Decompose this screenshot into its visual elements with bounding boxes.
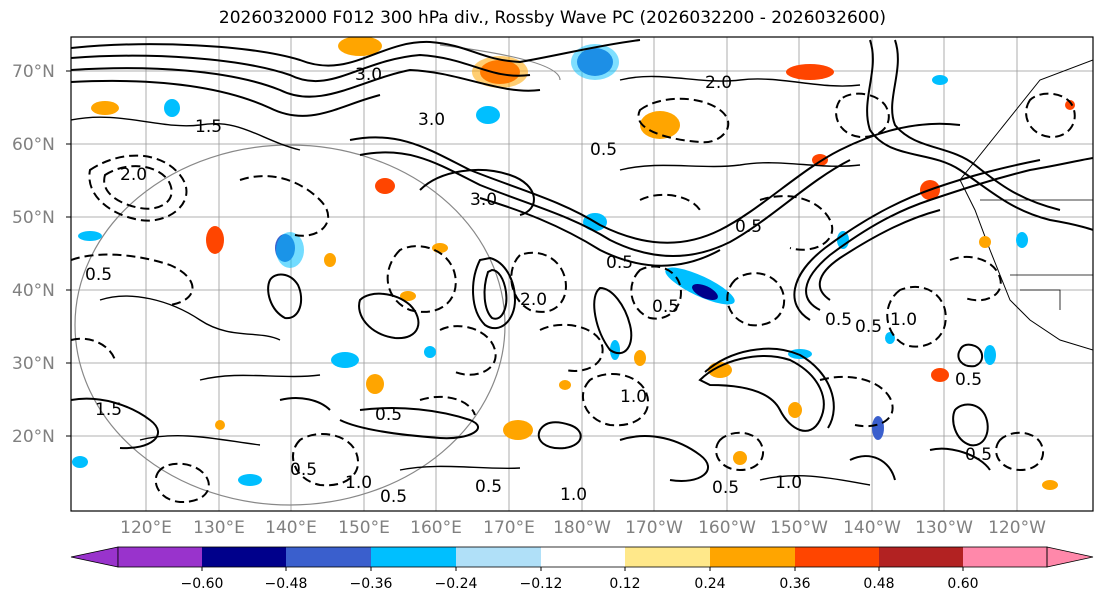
lat-label-40n: 40°N <box>12 281 55 301</box>
lon-label-180w: 180°W <box>553 518 611 538</box>
contour-label: 0.5 <box>290 460 317 480</box>
contour-label: 0.5 <box>965 445 992 465</box>
contour-label: 0.5 <box>735 217 762 237</box>
contour-label: 1.0 <box>345 473 372 493</box>
graticule <box>71 37 1093 511</box>
lon-label-150e: 150°E <box>338 518 390 538</box>
colorbar-bin <box>371 547 456 567</box>
contour-label: 2.0 <box>120 165 147 185</box>
contour-label: 3.0 <box>418 110 445 130</box>
state-boundary <box>980 199 1093 310</box>
contour-label: 2.0 <box>520 290 547 310</box>
contour-label: 0.5 <box>606 253 633 273</box>
contour-labels: 3.0 3.0 2.0 1.5 0.5 0.5 0.5 0.5 0.5 0.5 … <box>85 65 992 507</box>
contour-label: 2.0 <box>705 73 732 93</box>
colorbar-bin <box>795 547 879 567</box>
contour-label: 0.5 <box>855 317 882 337</box>
contour-label: 1.0 <box>560 485 587 505</box>
colorbar-high-extend <box>1046 546 1094 568</box>
colorbar-bin <box>963 547 1047 567</box>
colorbar-tick-2: −0.48 <box>264 576 308 592</box>
contour-label: 0.5 <box>590 140 617 160</box>
contour-label: 0.5 <box>712 478 739 498</box>
contour-label: 1.5 <box>95 400 122 420</box>
contour-label: 0.5 <box>652 297 679 317</box>
coastline <box>959 59 1093 351</box>
colorbar-bin <box>286 547 371 567</box>
lon-label-160e: 160°E <box>410 518 462 538</box>
colorbar-bin <box>456 547 541 567</box>
colorbar-tick-10: 0.60 <box>947 576 979 592</box>
lon-label-140e: 140°E <box>265 518 317 538</box>
colorbar-tick-1: −0.60 <box>180 576 224 592</box>
contours-dashed <box>71 92 1076 504</box>
colorbar-low-extend <box>70 546 119 568</box>
contour-label: 1.0 <box>620 387 647 407</box>
contour-label: 0.5 <box>85 265 112 285</box>
map-frame <box>70 36 1094 512</box>
colorbar-bin <box>541 547 625 567</box>
lon-label-160w: 160°W <box>698 518 756 538</box>
colorbar-tick-9: 0.48 <box>863 576 895 592</box>
divergence-fill <box>72 37 1075 490</box>
colorbar-tick-3: −0.36 <box>349 576 393 592</box>
lat-label-60n: 60°N <box>12 135 55 155</box>
axis-ticks <box>66 70 71 437</box>
colorbar-bin <box>879 547 963 567</box>
colorbar-bin <box>202 547 286 567</box>
contour-label: 0.5 <box>380 487 407 507</box>
colorbar-tick-5: −0.12 <box>519 576 563 592</box>
lon-label-130w: 130°W <box>915 518 973 538</box>
colorbar-tick-7: 0.24 <box>694 576 726 592</box>
contours-thin <box>71 75 871 486</box>
contour-label: 1.0 <box>890 310 917 330</box>
contour-label: 3.0 <box>355 65 382 85</box>
lon-label-120e: 120°E <box>120 518 172 538</box>
lon-label-130e: 130°E <box>193 518 245 538</box>
lon-label-150w: 150°W <box>770 518 828 538</box>
contour-label: 0.5 <box>825 310 852 330</box>
contour-label: 0.5 <box>475 477 502 497</box>
lat-label-70n: 70°N <box>12 62 55 82</box>
colorbar-tick-8: 0.36 <box>779 576 811 592</box>
colorbar <box>70 546 1094 571</box>
lat-label-20n: 20°N <box>12 427 55 447</box>
contour-label: 1.0 <box>775 473 802 493</box>
contour-label: 0.5 <box>375 405 402 425</box>
contour-label: 1.5 <box>195 117 222 137</box>
colorbar-bin <box>118 547 202 567</box>
colorbar-tick-6: 0.12 <box>609 576 641 592</box>
lon-label-170e: 170°E <box>483 518 535 538</box>
lon-label-120w: 120°W <box>988 518 1046 538</box>
lon-label-140w: 140°W <box>843 518 901 538</box>
colorbar-bin <box>710 547 795 567</box>
colorbar-tick-4: −0.24 <box>434 576 478 592</box>
lat-label-50n: 50°N <box>12 208 55 228</box>
contour-label: 3.0 <box>470 190 497 210</box>
contour-label: 0.5 <box>955 370 982 390</box>
lat-label-30n: 30°N <box>12 354 55 374</box>
map-title: 2026032000 F012 300 hPa div., Rossby Wav… <box>218 8 887 28</box>
lon-label-170w: 170°W <box>625 518 683 538</box>
contours-solid <box>71 39 1093 482</box>
colorbar-bin <box>625 547 710 567</box>
